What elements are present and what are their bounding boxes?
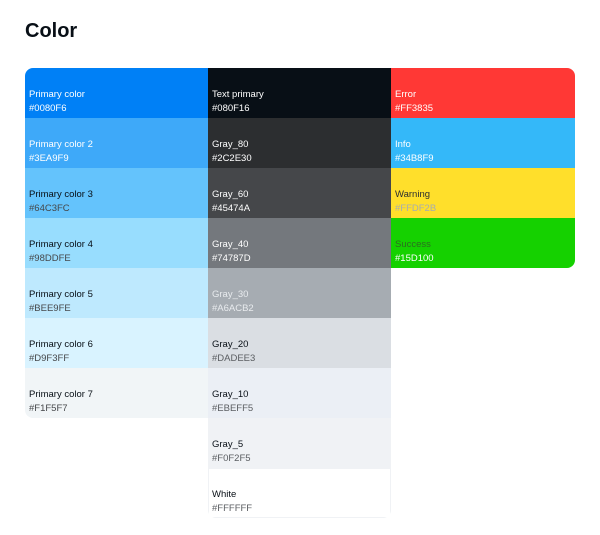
swatch-name: Gray_5: [212, 439, 244, 450]
swatch-name: White: [212, 489, 237, 500]
gray-colors-column: Text primary #080F16 Gray_80 #2C2E30 Gray_60…: [208, 68, 391, 518]
swatch-hex: #F0F2F5: [212, 453, 251, 464]
swatch-name: Gray_80: [212, 139, 249, 150]
color-swatch: Gray_30 #A6ACB2: [208, 268, 391, 318]
color-swatch: Primary color 6 #D9F3FF: [25, 318, 208, 368]
swatch-name: Gray_60: [212, 189, 249, 200]
color-swatch: Primary color 4 #98DDFE: [25, 218, 208, 268]
swatch-hex: #FFDF2B: [395, 203, 437, 214]
swatch-name: Primary color 4: [29, 239, 93, 250]
swatch-hex: #D9F3FF: [29, 353, 70, 364]
swatch-name: Text primary: [212, 89, 264, 100]
color-swatch: White #FFFFFF: [208, 468, 391, 518]
swatch-name: Gray_30: [212, 289, 249, 300]
swatch-hex: #080F16: [212, 103, 250, 114]
swatch-hex: #F1F5F7: [29, 403, 68, 414]
color-swatch: Gray_10 #EBEFF5: [208, 368, 391, 418]
swatch-name: Primary color 5: [29, 289, 93, 300]
swatch-hex: #2C2E30: [212, 153, 252, 164]
swatch-name: Warning: [395, 189, 431, 200]
swatch-hex: #0080F6: [29, 103, 67, 114]
color-swatch: Primary color #0080F6: [25, 68, 208, 118]
color-swatch: Primary color 2 #3EA9F9: [25, 118, 208, 168]
color-swatch: Primary color 3 #64C3FC: [25, 168, 208, 218]
swatch-name: Gray_20: [212, 339, 249, 350]
swatch-hex: #34B8F9: [395, 153, 434, 164]
color-swatch: Gray_5 #F0F2F5: [208, 418, 391, 468]
swatch-name: Info: [395, 139, 411, 150]
swatch-name: Primary color 6: [29, 339, 93, 350]
swatch-hex: #DADEE3: [212, 353, 256, 364]
color-swatch: Warning #FFDF2B: [391, 168, 575, 218]
color-swatch: Info #34B8F9: [391, 118, 575, 168]
swatch-hex: #EBEFF5: [212, 403, 254, 414]
color-swatch: Primary color 5 #BEE9FE: [25, 268, 208, 318]
swatch-name: Primary color 7: [29, 389, 93, 400]
swatch-hex: #BEE9FE: [29, 303, 71, 314]
swatch-hex: #3EA9F9: [29, 153, 69, 164]
color-swatch: Gray_80 #2C2E30: [208, 118, 391, 168]
swatch-name: Error: [395, 89, 417, 100]
swatch-name: Gray_10: [212, 389, 249, 400]
color-swatch: Primary color 7 #F1F5F7: [25, 368, 208, 418]
status-colors-column: Error #FF3835 Info #34B8F9 Warning #FFDF2B Suc…: [391, 68, 575, 268]
color-swatch: Gray_40 #74787D: [208, 218, 391, 268]
color-swatch: Gray_20 #DADEE3: [208, 318, 391, 368]
swatch-name: Primary color: [29, 89, 85, 100]
swatch-hex: #98DDFE: [29, 253, 71, 264]
swatch-name: Gray_40: [212, 239, 249, 250]
color-swatch: Gray_60 #45474A: [208, 168, 391, 218]
swatch-name: Primary color 2: [29, 139, 93, 150]
swatch-hex: #45474A: [212, 203, 251, 214]
swatch-name: Primary color 3: [29, 189, 93, 200]
color-swatch: Text primary #080F16: [208, 68, 391, 118]
swatch-name: Success: [395, 239, 431, 250]
color-swatch: Success #15D100: [391, 218, 575, 268]
swatch-hex: #74787D: [212, 253, 251, 264]
swatch-hex: #FF3835: [395, 103, 434, 114]
page-title: Color: [25, 20, 78, 42]
primary-colors-column: Primary color #0080F6 Primary color 2 #3EA9…: [25, 68, 208, 418]
swatch-hex: #A6ACB2: [212, 303, 254, 314]
color-swatch: Error #FF3835: [391, 68, 575, 118]
swatch-hex: #FFFFFF: [212, 503, 253, 514]
swatch-hex: #64C3FC: [29, 203, 70, 214]
swatch-hex: #15D100: [395, 253, 434, 264]
